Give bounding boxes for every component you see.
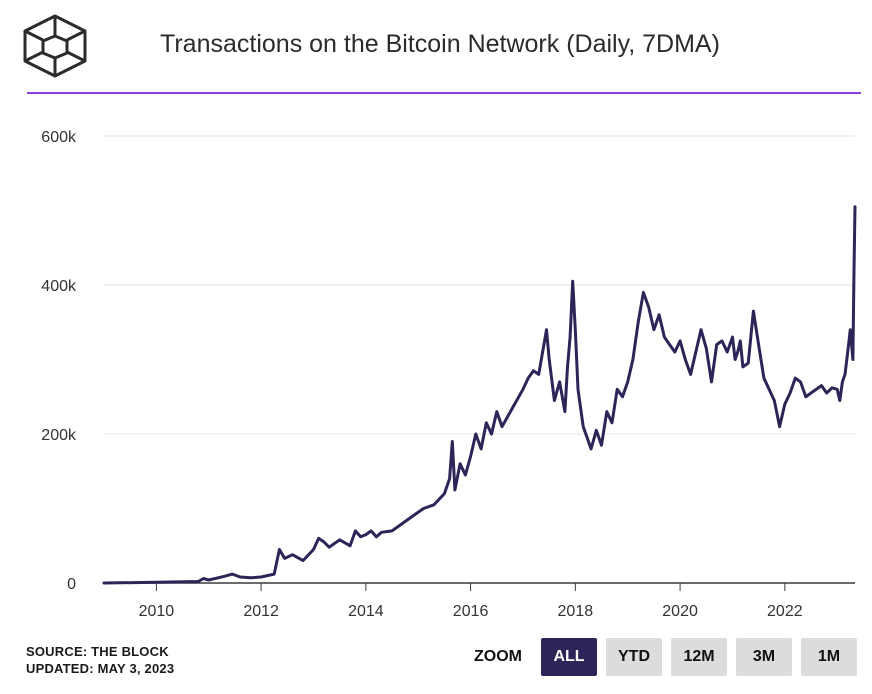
x-tick-label: 2018 xyxy=(558,603,594,620)
grid-layer xyxy=(104,135,855,584)
y-tick-labels: 0 200k 400k 600k xyxy=(41,129,77,593)
zoom-all-button[interactable]: ALL xyxy=(541,638,597,676)
x-tick-label: 2014 xyxy=(348,603,384,620)
y-tick-label: 0 xyxy=(67,576,76,593)
y-tick-label: 600k xyxy=(41,129,77,146)
zoom-12m-button[interactable]: 12M xyxy=(671,638,727,676)
chart-header: Transactions on the Bitcoin Network (Dai… xyxy=(0,0,872,95)
header-divider xyxy=(27,92,861,94)
zoom-3m-button[interactable]: 3M xyxy=(736,638,792,676)
x-tick-label: 2016 xyxy=(453,603,489,620)
x-tick-label: 2020 xyxy=(662,603,698,620)
chart-footer: SOURCE: THE BLOCK UPDATED: MAY 3, 2023 xyxy=(26,643,174,677)
x-tick-label: 2012 xyxy=(243,603,279,620)
x-tick-label: 2010 xyxy=(139,603,175,620)
y-tick-label: 400k xyxy=(41,278,77,295)
zoom-label: ZOOM xyxy=(474,648,522,665)
series-layer xyxy=(102,205,857,585)
updated-text: UPDATED: MAY 3, 2023 xyxy=(26,661,175,676)
y-tick-label: 200k xyxy=(41,427,77,444)
series-line xyxy=(102,205,857,585)
x-tick-label: 2022 xyxy=(767,603,803,620)
source-text: SOURCE: THE BLOCK xyxy=(26,644,169,659)
zoom-ytd-button[interactable]: YTD xyxy=(606,638,662,676)
x-tick-labels: 2010 2012 2014 2016 2018 2020 2022 xyxy=(139,583,803,620)
chart-title: Transactions on the Bitcoin Network (Dai… xyxy=(160,30,720,58)
zoom-1m-button[interactable]: 1M xyxy=(801,638,857,676)
the-block-cube-logo-icon xyxy=(23,14,87,78)
